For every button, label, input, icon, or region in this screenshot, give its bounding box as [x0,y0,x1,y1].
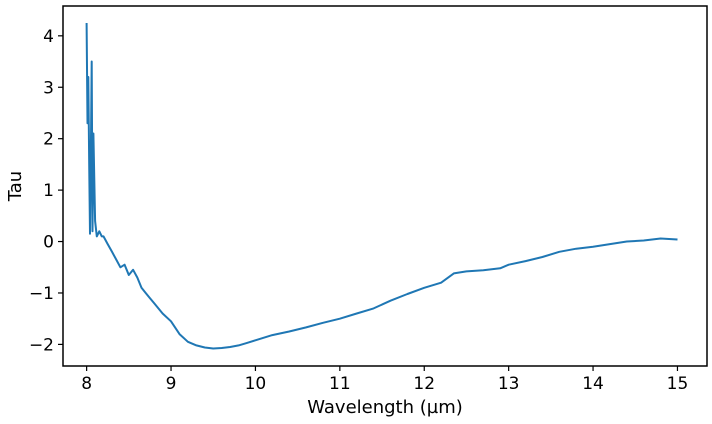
x-axis-label: Wavelength (µm) [307,397,463,418]
series-line [85,22,678,350]
plot-frame [62,5,708,367]
data-marks [85,22,678,350]
x-tick-label: 10 [245,374,267,394]
y-tick-label: 1 [43,181,54,201]
x-tick-label: 9 [166,374,177,394]
x-tick-label: 13 [498,374,520,394]
y-axis-label: Tau [5,171,26,202]
x-tick-label: 14 [582,374,604,394]
plot-area [63,6,707,366]
y-tick-label: 3 [43,78,54,98]
y-tick-label: 0 [43,233,54,253]
y-tick-label: 2 [43,130,54,150]
x-tick-label: 12 [413,374,435,394]
y-tick-label: 4 [43,27,54,47]
y-tick-label: −2 [29,335,54,355]
x-tick-label: 15 [667,374,689,394]
y-tick-label: −1 [29,284,54,304]
x-tick-label: 8 [81,374,92,394]
x-tick-label: 11 [329,374,351,394]
